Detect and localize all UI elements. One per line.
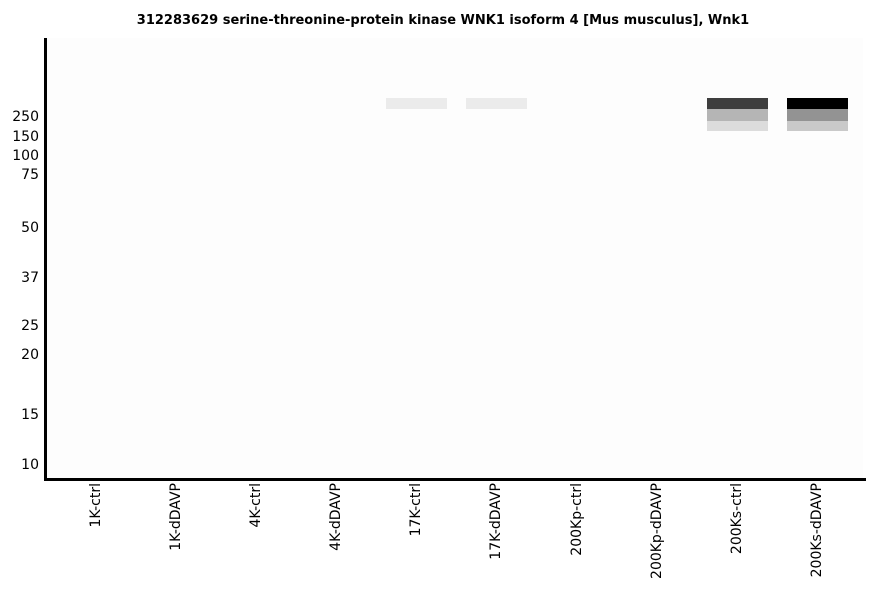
y-tick-label-15: 15 (21, 407, 39, 423)
gel-band-17K-ctrl-0 (386, 98, 447, 109)
y-tick-label-250: 250 (12, 109, 39, 125)
gel-band-200Ks-dDAVP-0 (787, 98, 848, 109)
gel-band-200Ks-dDAVP-1 (787, 109, 848, 121)
x-axis-line (44, 478, 866, 481)
x-lane-label-200Ks-dDAVP: 200Ks-dDAVP (809, 483, 825, 578)
y-tick-label-75: 75 (21, 167, 39, 183)
x-lane-label-1K-dDAVP: 1K-dDAVP (168, 483, 184, 551)
x-lane-label-4K-dDAVP: 4K-dDAVP (328, 483, 344, 551)
gel-band-200Ks-ctrl-0 (707, 98, 768, 109)
y-tick-label-150: 150 (12, 129, 39, 145)
x-lane-label-200Kp-ctrl: 200Kp-ctrl (569, 483, 585, 556)
y-tick-label-100: 100 (12, 148, 39, 164)
y-tick-label-37: 37 (21, 270, 39, 286)
gel-band-17K-dDAVP-0 (466, 98, 527, 109)
y-tick-label-20: 20 (21, 347, 39, 363)
x-lane-label-1K-ctrl: 1K-ctrl (88, 483, 104, 528)
gel-band-200Ks-dDAVP-2 (787, 121, 848, 131)
figure-title: 312283629 serine-threonine-protein kinas… (136, 13, 750, 28)
x-lane-label-17K-dDAVP: 17K-dDAVP (488, 483, 504, 560)
gel-band-200Ks-ctrl-2 (707, 121, 768, 131)
y-tick-label-25: 25 (21, 318, 39, 334)
y-tick-label-10: 10 (21, 457, 39, 473)
x-lane-label-17K-ctrl: 17K-ctrl (408, 483, 424, 537)
x-lane-label-200Kp-dDAVP: 200Kp-dDAVP (649, 483, 665, 579)
y-axis-line (44, 38, 47, 481)
gel-band-200Ks-ctrl-1 (707, 109, 768, 121)
y-tick-label-50: 50 (21, 220, 39, 236)
x-lane-label-200Ks-ctrl: 200Ks-ctrl (729, 483, 745, 555)
x-lane-label-4K-ctrl: 4K-ctrl (248, 483, 264, 528)
